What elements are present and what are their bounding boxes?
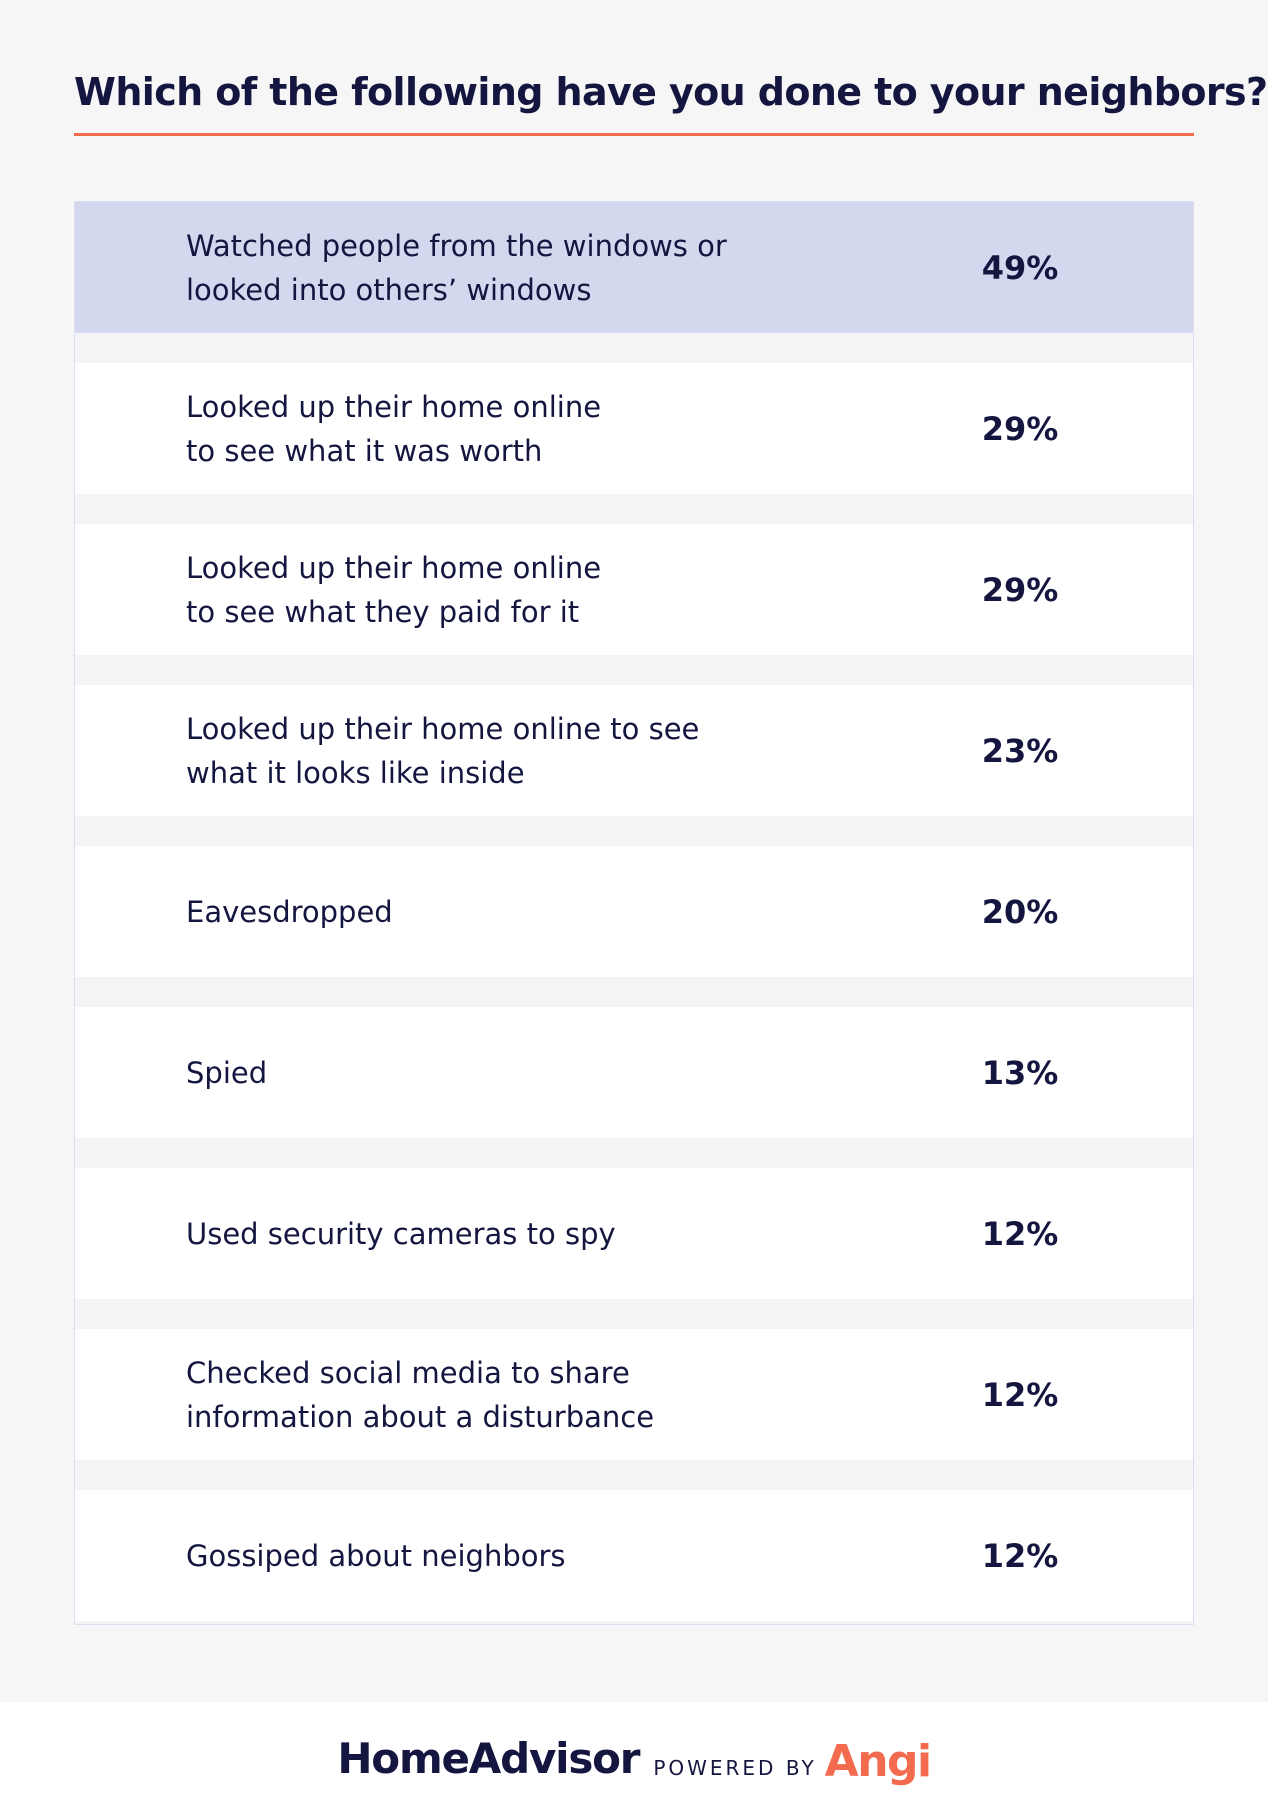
row-value: 12% [981,1375,1059,1414]
homeadvisor-logo: HomeAdvisor [337,1734,640,1783]
row-value: 12% [981,1536,1059,1575]
table-row: Gossiped about neighbors 12% [75,1490,1193,1621]
row-value: 13% [981,1053,1059,1092]
row-label: Watched people from the windows or looke… [186,228,727,307]
row-label: Looked up their home online to see what … [186,389,602,468]
footer: HomeAdvisor POWERED BY Angi [0,1702,1268,1815]
row-label: Gossiped about neighbors [186,1538,566,1573]
row-label: Looked up their home online to see what … [186,711,700,790]
row-value: 29% [981,570,1059,609]
row-value: 23% [981,731,1059,770]
row-value: 29% [981,409,1059,448]
table-row: Used security cameras to spy 12% [75,1168,1193,1299]
results-table: Watched people from the windows or looke… [74,201,1194,1625]
table-row: Looked up their home online to see what … [75,363,1193,494]
row-label: Looked up their home online to see what … [186,550,602,629]
chart-title: Which of the following have you done to … [74,70,1268,114]
row-label: Used security cameras to spy [186,1216,616,1251]
title-underline [74,133,1194,136]
row-value: 20% [981,892,1059,931]
row-label: Checked social media to share informatio… [186,1355,655,1434]
row-value: 49% [981,248,1059,287]
table-row: Spied 13% [75,1007,1193,1138]
table-row: Eavesdropped 20% [75,846,1193,977]
row-label: Eavesdropped [186,894,393,929]
brand-logo: HomeAdvisor POWERED BY Angi [0,1702,1268,1815]
angi-logo: Angi [824,1736,932,1787]
powered-by-text: POWERED BY [653,1755,817,1780]
row-label: Spied [186,1055,268,1090]
table-row: Looked up their home online to see what … [75,685,1193,816]
table-row: Looked up their home online to see what … [75,524,1193,655]
table-row: Checked social media to share informatio… [75,1329,1193,1460]
row-value: 12% [981,1214,1059,1253]
table-row: Watched people from the windows or looke… [75,202,1193,333]
